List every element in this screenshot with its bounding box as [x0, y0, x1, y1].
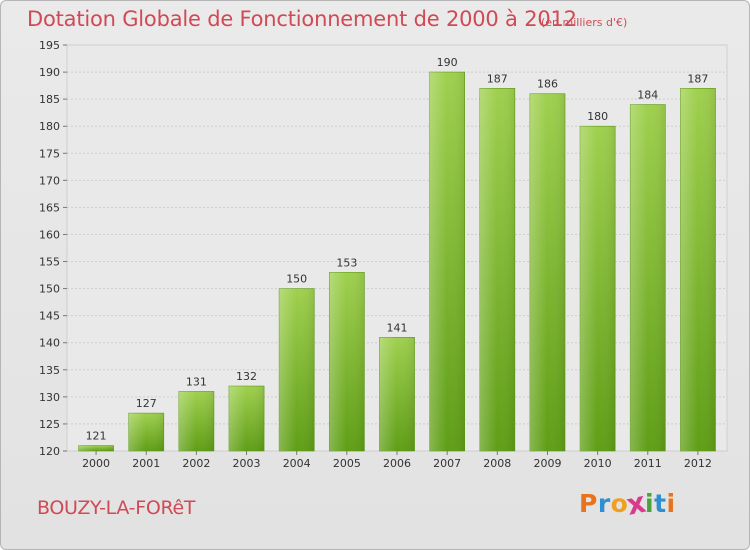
bar-value-label: 190	[437, 56, 458, 69]
x-tick-label: 2006	[383, 457, 411, 470]
y-tick-label: 160	[39, 228, 60, 241]
grid-lines	[67, 44, 727, 452]
y-tick-label: 170	[39, 174, 60, 187]
x-tick-label: 2010	[584, 457, 612, 470]
bar-shade	[178, 391, 214, 451]
x-tick-label: 2003	[233, 457, 261, 470]
y-tick-label: 125	[39, 418, 60, 431]
logo-letter: t	[654, 489, 667, 518]
bar-shade	[279, 288, 315, 451]
bar-shade	[529, 93, 566, 451]
y-tick-label: 195	[39, 39, 60, 52]
chart-title: Dotation Globale de Fonctionnement de 20…	[27, 7, 577, 31]
bar-shade	[329, 272, 365, 451]
y-tick-label: 140	[39, 337, 60, 350]
bar-shade	[630, 104, 666, 452]
bar-value-label: 141	[387, 321, 408, 334]
logo-letter: i	[666, 489, 676, 518]
bar-shade	[680, 88, 716, 451]
y-tick-label: 135	[39, 364, 60, 377]
y-axis-ticks: 120 125 130 135 140 145 150 155 160 165 170 175 180 1…	[39, 39, 67, 458]
logo-letter: P	[579, 489, 598, 518]
x-axis-ticks: 2000 2001 2002 2003 2004 2005 2006 2007 2008 2009…	[82, 451, 712, 470]
bar-value-label: 187	[487, 72, 508, 85]
bar-shade	[379, 337, 415, 451]
bar-value-label: 180	[587, 110, 608, 123]
x-tick-label: 2007	[433, 457, 461, 470]
x-tick-label: 2009	[533, 457, 561, 470]
y-tick-label: 190	[39, 66, 60, 79]
x-tick-label: 2005	[333, 457, 361, 470]
y-tick-label: 150	[39, 283, 60, 296]
bar-value-label: 187	[687, 72, 708, 85]
x-tick-label: 2011	[634, 457, 662, 470]
x-tick-label: 2004	[283, 457, 311, 470]
bar-value-label: 184	[637, 89, 658, 102]
bar-value-label: 127	[136, 397, 157, 410]
bar-shade	[429, 72, 465, 452]
y-tick-label: 185	[39, 93, 60, 106]
y-tick-label: 180	[39, 120, 60, 133]
x-tick-label: 2002	[182, 457, 210, 470]
proxiti-logo: Proxiti	[579, 485, 676, 522]
commune-name: BOUZY-LA-FORêT	[37, 497, 196, 519]
logo-letter: i	[645, 489, 655, 518]
y-tick-label: 130	[39, 391, 60, 404]
logo-letter: o	[610, 489, 629, 518]
y-tick-label: 175	[39, 147, 60, 160]
logo-letter: r	[597, 489, 611, 518]
y-tick-label: 155	[39, 256, 60, 269]
bar-value-label: 150	[286, 273, 307, 286]
bar-value-label: 186	[537, 78, 558, 91]
y-tick-label: 145	[39, 310, 60, 323]
bar-value-label: 153	[336, 256, 357, 269]
bar-value-label: 132	[236, 370, 257, 383]
y-tick-label: 120	[39, 445, 60, 458]
bars: 121 127 131 132 150 153 141 190 187 186 180 184 187	[78, 56, 716, 452]
bar-value-label: 121	[86, 430, 107, 443]
chart-unit: (en milliers d'€)	[541, 16, 628, 29]
x-tick-label: 2000	[82, 457, 110, 470]
bar-shade	[128, 413, 164, 451]
x-tick-label: 2008	[483, 457, 511, 470]
bar-shade	[479, 88, 515, 451]
x-tick-label: 2012	[684, 457, 712, 470]
x-tick-label: 2001	[132, 457, 160, 470]
bar-shade	[78, 445, 114, 451]
y-tick-label: 165	[39, 201, 60, 214]
bar-value-label: 131	[186, 375, 207, 388]
bar-shade	[228, 386, 265, 451]
bar-shade	[580, 126, 616, 451]
